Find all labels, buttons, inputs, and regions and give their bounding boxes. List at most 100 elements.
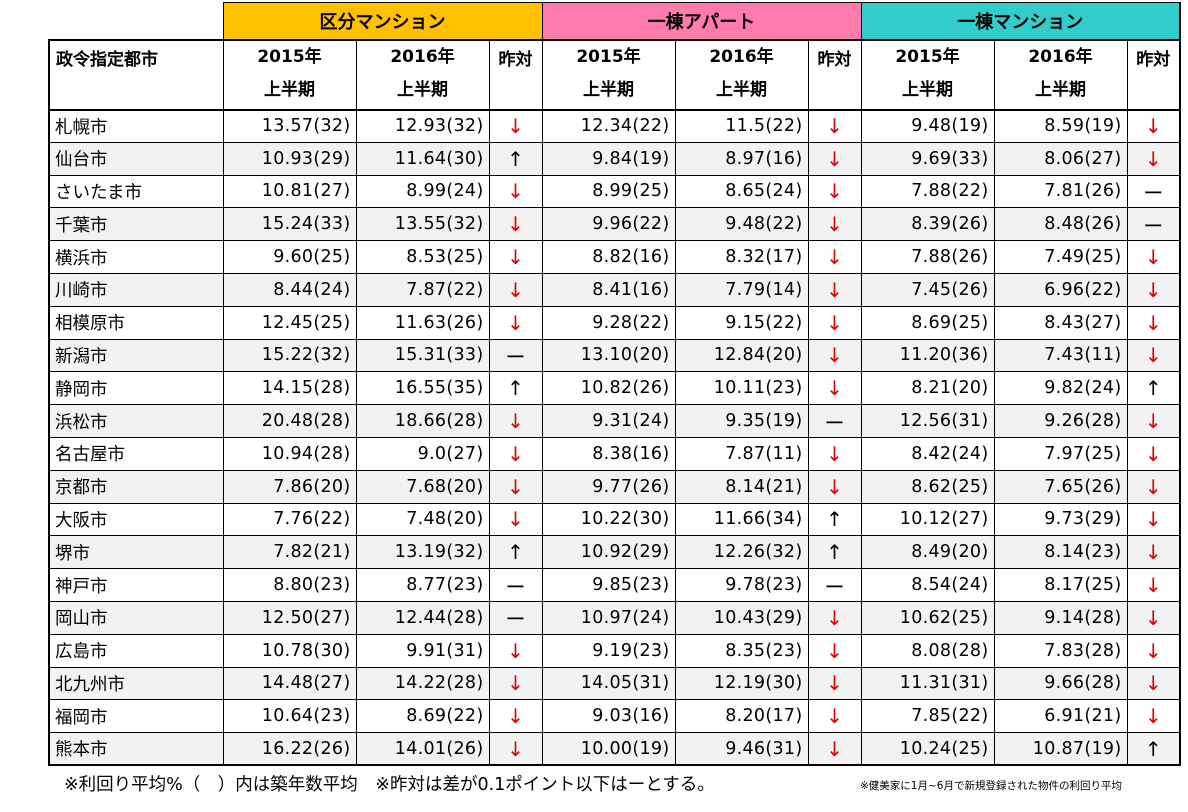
table-row: 札幌市 13.57(32) 12.93(32) ↓ 12.34(22) 11.5(22) ↓… [48,109,1181,143]
compare-down-icon: ↓ [1126,699,1181,734]
yield-cell: 8.21(20) [860,371,995,406]
yield-cell: 7.76(22) [222,502,357,537]
compare-up-icon: ↑ [1126,732,1181,767]
city-cell: 札幌市 [48,109,224,143]
yield-cell: 10.78(30) [222,633,357,668]
compare-flat-icon: ー [1126,207,1181,242]
compare-down-icon: ↓ [1126,535,1181,570]
city-cell: 川崎市 [48,272,224,307]
yield-cell: 9.91(31) [355,633,490,668]
yield-cell: 7.81(26) [993,174,1128,209]
arrow-down-icon: ↓ [826,638,843,663]
header-2015: 2015年 上半期 [860,38,995,111]
arrow-down-icon: ↓ [1144,114,1162,139]
yield-cell: 9.26(28) [993,404,1128,438]
compare-down-icon: ↓ [1126,469,1181,504]
yield-cell: 10.64(23) [222,699,357,734]
header-half: 上半期 [397,79,448,100]
yield-cell: 8.14(21) [674,469,809,504]
arrow-flat-icon: ー [1143,180,1164,205]
yield-cell: 11.31(31) [860,666,995,701]
yield-cell: 7.97(25) [993,436,1128,471]
yield-cell: 9.73(29) [993,502,1128,537]
yield-cell: 10.24(25) [860,732,995,767]
yield-cell: 15.31(33) [355,338,490,373]
yield-cell: 8.69(25) [860,305,995,340]
compare-down-icon: ↓ [488,207,543,242]
yield-cell: 8.80(23) [222,568,357,602]
yield-cell: 8.39(26) [860,207,995,242]
table-row: 名古屋市 10.94(28) 9.0(27) ↓ 8.38(16) 7.87(11) ↓ 8.… [48,436,1181,471]
yield-cell: 7.48(20) [355,502,490,537]
yield-cell: 8.82(16) [541,240,676,274]
yield-cell: 8.14(23) [993,535,1128,570]
arrow-down-icon: ↓ [826,212,843,237]
group-header-row: 区分マンション 一棟アパート 一棟マンション [49,2,1181,41]
arrow-up-icon: ↑ [507,146,524,171]
header-compare: 昨対 [488,38,543,111]
yield-cell: 12.26(32) [674,535,809,570]
compare-flat-icon: ー [488,568,543,602]
compare-up-icon: ↑ [488,371,543,406]
compare-down-icon: ↓ [488,240,543,274]
header-year: 2015年 [576,46,641,67]
header-half: 上半期 [1035,79,1086,100]
yield-cell: 12.45(25) [222,305,357,340]
yield-cell: 10.94(28) [222,436,357,471]
arrow-flat-icon: ー [824,410,845,435]
arrow-up-icon: ↑ [826,507,843,532]
table-row: 堺市 7.82(21) 13.19(32) ↑ 10.92(29) 12.26(32) ↑ 8… [48,535,1181,570]
yield-cell: 9.03(16) [541,699,676,734]
compare-up-icon: ↑ [488,141,543,176]
yield-cell: 13.55(32) [355,207,490,242]
footnote-main: ※利回り平均%（ ）内は築年数平均 ※昨対は差が0.1ポイント以下はーとする。 [64,775,715,795]
arrow-flat-icon: ー [824,574,845,599]
compare-up-icon: ↑ [488,535,543,570]
yield-cell: 10.92(29) [541,535,676,570]
table-row: 北九州市 14.48(27) 14.22(28) ↓ 14.05(31) 12.19(30… [48,666,1181,701]
compare-down-icon: ↓ [807,666,862,701]
yield-cell: 9.31(24) [541,404,676,438]
yield-cell: 9.48(22) [674,207,809,242]
yield-cell: 10.12(27) [860,502,995,537]
header-year: 2016年 [709,46,774,67]
arrow-down-icon: ↓ [507,245,524,270]
header-half: 上半期 [264,79,315,100]
table-body: 札幌市 13.57(32) 12.93(32) ↓ 12.34(22) 11.5(22) ↓… [48,109,1181,767]
yield-cell: 8.62(25) [860,469,995,504]
compare-down-icon: ↓ [807,633,862,668]
yield-cell: 7.83(28) [993,633,1128,668]
city-cell: 仙台市 [48,141,224,176]
yield-cell: 7.68(20) [355,469,490,504]
header-year: 2015年 [895,46,960,67]
yield-cell: 9.0(27) [355,436,490,471]
yield-cell: 11.64(30) [355,141,490,176]
arrow-down-icon: ↓ [826,179,843,204]
yield-cell: 8.69(22) [355,699,490,734]
compare-flat-icon: ー [1126,174,1181,209]
compare-down-icon: ↓ [488,109,543,143]
yield-cell: 8.42(24) [860,436,995,471]
yield-cell: 8.41(16) [541,272,676,307]
yield-cell: 9.19(23) [541,633,676,668]
yield-cell: 8.17(25) [993,568,1128,602]
yield-cell: 9.66(28) [993,666,1128,701]
yield-cell: 20.48(28) [222,404,357,438]
yield-cell: 9.85(23) [541,568,676,602]
yield-cell: 10.22(30) [541,502,676,537]
arrow-down-icon: ↓ [1144,605,1162,630]
yield-cell: 14.48(27) [222,666,357,701]
yield-cell: 8.65(24) [674,174,809,209]
arrow-flat-icon: ー [505,607,526,632]
compare-down-icon: ↓ [1126,666,1181,701]
compare-down-icon: ↓ [488,666,543,701]
yield-cell: 12.93(32) [355,109,490,143]
yield-cell: 10.43(29) [674,600,809,635]
yield-cell: 9.78(23) [674,568,809,602]
yield-cell: 10.97(24) [541,600,676,635]
arrow-down-icon: ↓ [826,671,843,696]
arrow-down-icon: ↓ [1144,507,1162,532]
arrow-down-icon: ↓ [1144,573,1162,598]
compare-down-icon: ↓ [488,502,543,537]
compare-down-icon: ↓ [1126,141,1181,176]
